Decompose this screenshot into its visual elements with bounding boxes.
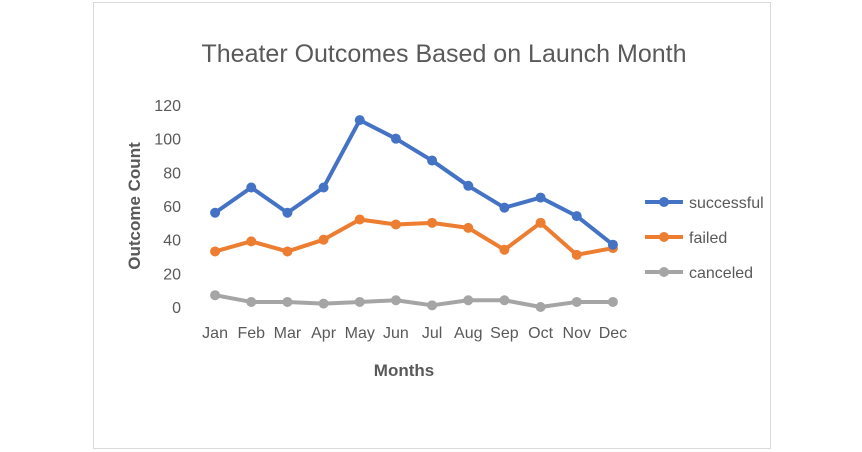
data-point xyxy=(390,133,401,144)
data-point xyxy=(282,207,293,218)
y-tick-label: 40 xyxy=(163,233,181,250)
y-tick-label: 60 xyxy=(163,199,181,216)
data-point xyxy=(390,295,401,306)
x-tick-label: Dec xyxy=(599,325,627,342)
data-point xyxy=(354,214,365,225)
data-point xyxy=(463,180,474,191)
data-point xyxy=(499,295,510,306)
data-point xyxy=(282,246,293,257)
data-point xyxy=(571,211,582,222)
data-point xyxy=(210,290,221,301)
data-point xyxy=(246,296,257,307)
series-failed xyxy=(210,214,618,260)
x-axis-ticks: Jan Feb Mar Apr May Jun Jul Aug Sep Oct Nov Dec xyxy=(202,325,627,342)
data-point xyxy=(354,296,365,307)
chart-title: Theater Outcomes Based on Launch Month xyxy=(201,40,686,68)
x-tick-label: Jul xyxy=(422,325,442,342)
data-point xyxy=(318,298,329,309)
y-tick-label: 20 xyxy=(163,266,181,283)
legend: successful failed canceled xyxy=(645,195,764,282)
legend-marker xyxy=(659,197,669,207)
legend-item-successful: successful xyxy=(645,195,764,212)
x-tick-label: Oct xyxy=(528,325,553,342)
x-tick-label: Apr xyxy=(311,325,337,342)
data-point xyxy=(318,182,329,193)
x-tick-label: Jun xyxy=(383,325,409,342)
data-point xyxy=(535,302,546,312)
legend-label: canceled xyxy=(689,265,753,282)
y-tick-label: 120 xyxy=(154,98,181,115)
y-axis-ticks: 0 20 40 60 80 100 120 xyxy=(154,98,181,317)
x-tick-label: Nov xyxy=(563,325,591,342)
legend-label: failed xyxy=(689,230,727,247)
data-point xyxy=(210,207,221,218)
data-point xyxy=(571,249,582,260)
data-point xyxy=(246,236,257,247)
data-point xyxy=(535,192,546,203)
data-point xyxy=(499,202,510,213)
x-axis-title: Months xyxy=(374,361,434,380)
data-point xyxy=(607,296,618,307)
data-point xyxy=(535,217,546,228)
data-point xyxy=(571,296,582,307)
data-point xyxy=(282,296,293,307)
series-layer xyxy=(210,115,618,312)
data-point xyxy=(354,115,365,126)
x-tick-label: Sep xyxy=(490,325,519,342)
data-point xyxy=(463,222,474,233)
data-point xyxy=(390,219,401,230)
series-canceled xyxy=(210,290,618,312)
legend-marker xyxy=(659,267,669,277)
x-tick-label: Mar xyxy=(274,325,302,342)
legend-item-failed: failed xyxy=(645,230,727,247)
series-line-successful xyxy=(213,118,615,247)
data-point xyxy=(607,239,618,250)
data-point xyxy=(427,300,438,311)
y-tick-label: 100 xyxy=(154,132,181,149)
data-point xyxy=(463,295,474,306)
x-tick-label: Jan xyxy=(202,325,228,342)
y-tick-label: 0 xyxy=(172,300,181,317)
x-tick-label: May xyxy=(345,325,375,342)
y-axis-title: Outcome Count xyxy=(125,142,144,270)
series-line-failed xyxy=(213,217,615,257)
data-point xyxy=(318,234,329,245)
series-line-canceled xyxy=(213,293,615,309)
y-tick-label: 80 xyxy=(163,165,181,182)
legend-item-canceled: canceled xyxy=(645,265,753,282)
data-point xyxy=(210,246,221,257)
data-point xyxy=(427,217,438,228)
data-point xyxy=(499,244,510,255)
legend-marker xyxy=(659,232,669,242)
legend-label: successful xyxy=(689,195,764,212)
series-successful xyxy=(210,115,618,250)
x-tick-label: Feb xyxy=(237,325,265,342)
x-tick-label: Aug xyxy=(454,325,482,342)
data-point xyxy=(246,182,257,193)
data-point xyxy=(427,155,438,166)
